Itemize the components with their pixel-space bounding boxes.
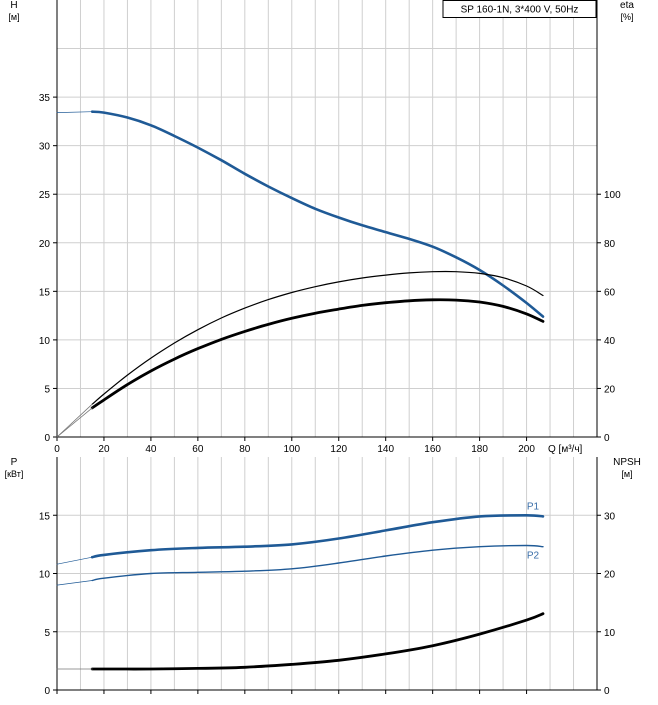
bottom-series-label-p1: P1 — [527, 501, 540, 512]
bottom-right-tick-label: 10 — [604, 628, 616, 639]
top-series-0-line — [90, 110, 545, 318]
bottom-series-3-line — [56, 580, 93, 586]
bottom-left-tick-label: 15 — [39, 511, 51, 522]
top-left-tick-label: 25 — [39, 190, 51, 201]
top-right-tick-label: 20 — [604, 384, 616, 395]
x-tick-label: 160 — [424, 444, 441, 455]
top-left-axis-title: H — [10, 0, 17, 11]
x-tick-label: 20 — [98, 444, 110, 455]
bottom-series-0-line — [90, 514, 545, 559]
bottom-left-tick-label: 5 — [44, 628, 50, 639]
top-left-tick-label: 35 — [39, 93, 51, 104]
bottom-left-tick-label: 10 — [39, 570, 51, 581]
bottom-right-tick-label: 30 — [604, 511, 616, 522]
bottom-panel: 0 5 10 15 0 10 20 30 P[кВт] NPSH[м] P1 P2 — [5, 457, 641, 697]
x-axis-title: Q [м³/ч] — [548, 444, 583, 455]
bottom-right-tick-label: 0 — [604, 686, 610, 697]
x-tick-label: 80 — [239, 444, 251, 455]
top-right-tick-label: 100 — [604, 190, 621, 201]
top-left-tick-label: 5 — [44, 384, 50, 395]
bottom-left-tick-label: 0 — [44, 686, 50, 697]
bottom-series-label-p2: P2 — [527, 551, 540, 562]
x-tick-label: 100 — [283, 444, 300, 455]
x-tick-label: 120 — [330, 444, 347, 455]
top-left-tick-label: 20 — [39, 239, 51, 250]
top-series-4-line — [90, 298, 545, 410]
x-tick-label: 180 — [471, 444, 488, 455]
bottom-series-1-line — [56, 556, 93, 565]
top-right-tick-label: 40 — [604, 336, 616, 347]
top-left-tick-label: 15 — [39, 287, 51, 298]
top-right-tick-label: 0 — [604, 433, 610, 444]
chart-title-box: SP 160-1N, 3*400 V, 50Hz — [442, 0, 597, 18]
x-tick-label: 200 — [518, 444, 535, 455]
top-left-axis-unit: [м] — [8, 12, 19, 22]
bottom-right-axis-unit: [м] — [621, 469, 632, 479]
chart-title: SP 160-1N, 3*400 V, 50Hz — [461, 5, 579, 16]
x-tick-label: 140 — [377, 444, 394, 455]
top-left-tick-label: 30 — [39, 142, 51, 153]
bottom-left-axis-title: P — [11, 457, 18, 468]
bottom-series-4-line — [90, 612, 545, 671]
x-tick-label: 0 — [54, 444, 60, 455]
top-right-axis-title: eta — [620, 0, 634, 11]
x-tick-label: 40 — [145, 444, 157, 455]
top-left-tick-label: 0 — [44, 433, 50, 444]
top-series-2-line — [91, 270, 544, 405]
top-series-5-line — [56, 407, 93, 438]
top-left-tick-label: 10 — [39, 336, 51, 347]
title-box-border — [442, 0, 597, 18]
top-right-tick-label: 80 — [604, 239, 616, 250]
x-tick-label: 60 — [192, 444, 204, 455]
top-series-1-line — [56, 111, 93, 113]
top-right-tick-label: 60 — [604, 287, 616, 298]
top-series-3-line — [56, 403, 93, 438]
bottom-left-axis-unit: [кВт] — [5, 469, 24, 479]
top-panel: 0 5 10 15 20 25 30 35 0 20 40 60 80 100 0 20 40 60 80 100 12… — [8, 0, 634, 455]
top-right-axis-unit: [%] — [620, 12, 633, 22]
bottom-right-tick-label: 20 — [604, 570, 616, 581]
bottom-series-2-line — [91, 544, 544, 582]
bottom-right-axis-title: NPSH — [613, 457, 641, 468]
